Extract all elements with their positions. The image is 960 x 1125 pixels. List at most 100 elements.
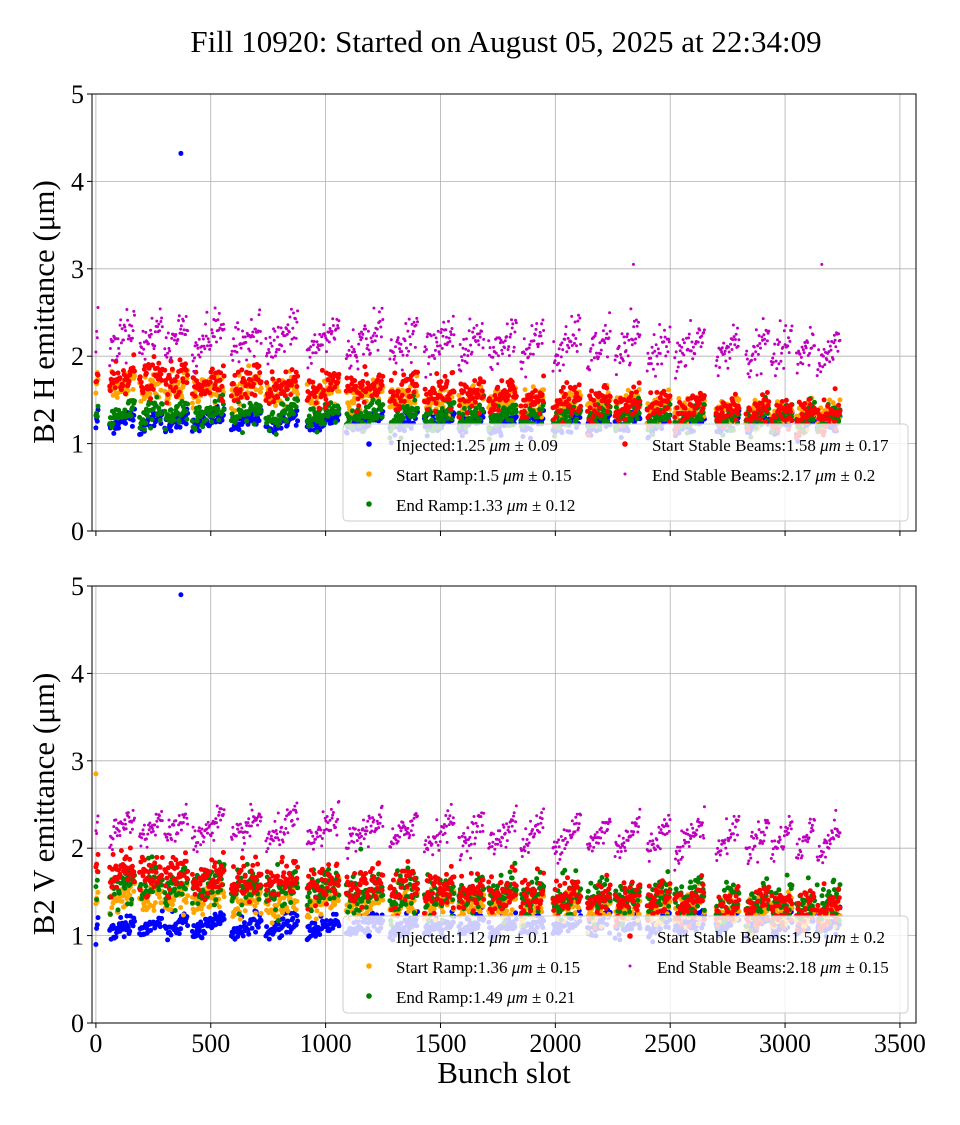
data-point	[461, 359, 464, 362]
data-point	[250, 318, 253, 321]
data-point	[563, 392, 568, 397]
data-point	[202, 931, 207, 936]
data-point	[491, 356, 494, 359]
data-point	[208, 348, 211, 351]
data-point	[222, 917, 227, 922]
data-point	[407, 350, 410, 353]
data-point	[578, 317, 581, 320]
data-point	[593, 403, 598, 408]
data-point	[717, 374, 720, 377]
data-point	[438, 379, 443, 384]
data-point	[408, 394, 413, 399]
data-point	[310, 380, 315, 385]
data-point	[307, 414, 312, 419]
data-point	[616, 355, 619, 358]
data-point	[462, 347, 465, 350]
data-point	[116, 371, 121, 376]
data-point	[481, 322, 484, 325]
data-point	[766, 399, 771, 404]
data-point	[565, 325, 568, 328]
data-point	[509, 336, 512, 339]
data-point	[513, 331, 516, 334]
data-point	[608, 311, 611, 314]
data-point	[675, 370, 678, 373]
data-point	[392, 351, 395, 354]
data-point	[463, 353, 466, 356]
data-point	[204, 323, 207, 326]
data-point	[465, 410, 470, 415]
data-point	[451, 345, 454, 348]
data-point	[535, 322, 538, 325]
data-point	[799, 353, 802, 356]
data-point	[244, 418, 249, 423]
data-point	[473, 335, 476, 338]
data-point	[680, 360, 683, 363]
data-point	[328, 341, 331, 344]
data-point	[315, 340, 318, 343]
data-point	[290, 916, 295, 921]
data-point	[834, 339, 837, 342]
data-point	[683, 406, 688, 411]
data-point	[631, 385, 636, 390]
data-point	[145, 414, 150, 419]
data-point	[471, 351, 474, 354]
data-point	[201, 334, 204, 337]
data-point	[800, 356, 803, 359]
data-point	[436, 345, 439, 348]
data-point	[129, 414, 134, 419]
data-point	[138, 380, 143, 385]
data-point	[277, 378, 282, 383]
data-point	[796, 363, 799, 366]
data-point	[565, 350, 568, 353]
data-point	[588, 405, 593, 410]
data-point	[346, 355, 349, 358]
data-point	[240, 430, 245, 435]
data-point	[269, 336, 272, 339]
data-point	[308, 348, 311, 351]
data-point	[209, 419, 214, 424]
data-point	[379, 379, 384, 384]
data-point	[412, 390, 417, 395]
data-point	[731, 348, 734, 351]
data-point	[125, 308, 128, 311]
data-point	[567, 346, 570, 349]
data-point	[122, 339, 125, 342]
data-point	[618, 345, 621, 348]
data-point	[323, 397, 328, 402]
data-point	[158, 372, 163, 377]
data-point	[174, 333, 177, 336]
data-point	[306, 366, 309, 369]
data-point	[606, 404, 611, 409]
data-point	[318, 384, 323, 389]
data-point	[448, 340, 451, 343]
data-point	[359, 393, 364, 398]
data-point	[728, 357, 731, 360]
data-point	[675, 350, 678, 353]
data-point	[411, 323, 414, 326]
data-point	[615, 373, 618, 376]
data-point	[169, 428, 174, 433]
data-point	[591, 414, 596, 419]
data-point	[622, 417, 627, 422]
data-point	[506, 322, 509, 325]
data-point	[444, 328, 447, 331]
data-point	[111, 359, 114, 362]
data-point	[280, 326, 283, 329]
data-point	[667, 338, 670, 341]
data-point	[259, 379, 264, 384]
legend-entry: End Ramp:1.33 μm ± 0.12	[396, 496, 575, 515]
data-point	[127, 379, 132, 384]
data-point	[627, 339, 630, 342]
data-point	[381, 318, 384, 321]
data-point	[286, 323, 289, 326]
data-point	[357, 343, 360, 346]
data-point	[318, 348, 321, 351]
data-point	[701, 406, 706, 411]
data-point	[131, 337, 134, 340]
y-tick-label: 0	[71, 517, 84, 546]
data-point	[178, 357, 183, 362]
data-point	[165, 356, 168, 359]
data-point	[819, 370, 822, 373]
data-point	[784, 324, 787, 327]
data-point	[829, 345, 832, 348]
